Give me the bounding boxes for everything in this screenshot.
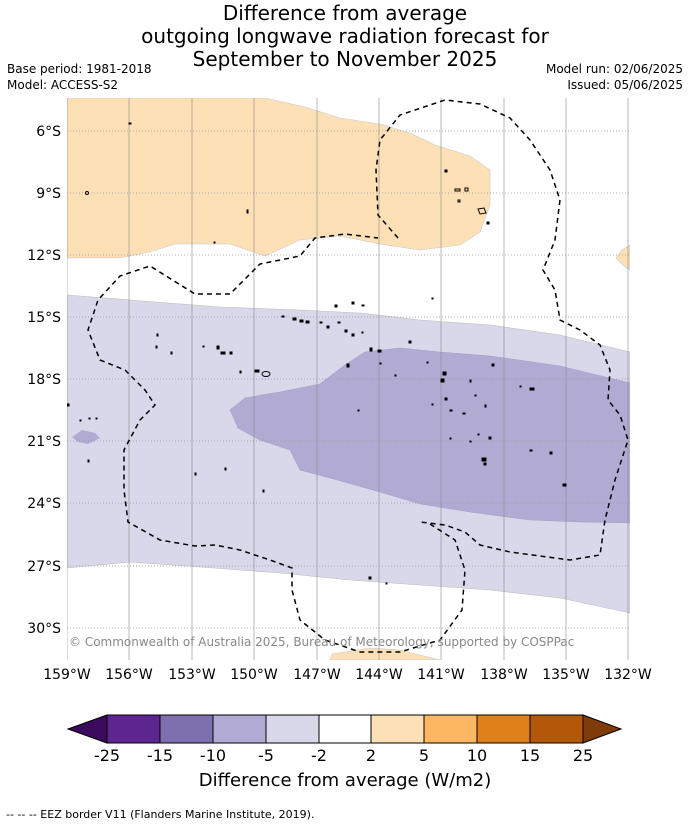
issued-date: Issued: 05/06/2025	[567, 78, 683, 92]
lon-label: 135°W	[542, 667, 590, 683]
colorbar-tick: -25	[93, 746, 121, 765]
islands	[67, 122, 567, 585]
lon-label: 132°W	[604, 667, 652, 683]
lat-label: 12°S	[27, 248, 61, 264]
colorbar-segment	[370, 714, 425, 744]
colorbar-tick: -2	[311, 746, 327, 765]
model-name: Model: ACCESS-S2	[7, 78, 119, 92]
colorbar-tick: 2	[365, 746, 377, 765]
colorbar-tick: 15	[519, 746, 541, 765]
colorbar-tick: 5	[418, 746, 430, 765]
colorbar-tick: -10	[199, 746, 227, 765]
colorbar-segment	[106, 714, 161, 744]
positive-anomaly-south	[329, 647, 441, 660]
positive-anomaly-north	[67, 98, 491, 259]
lon-label: 141°W	[417, 667, 465, 683]
lon-label: 156°W	[105, 667, 153, 683]
lon-label: 153°W	[168, 667, 216, 683]
colorbar-segment	[476, 714, 531, 744]
colorbar-tick: 10	[466, 746, 488, 765]
graticule	[67, 130, 630, 629]
title-line-1: Difference from average	[222, 1, 468, 25]
title-line-3: September to November 2025	[192, 47, 498, 71]
colorbar-segment	[159, 714, 214, 744]
lon-label: 150°W	[230, 667, 278, 683]
lon-label: 147°W	[293, 667, 341, 683]
colorbar-segment	[529, 714, 584, 744]
eez-borders	[87, 99, 629, 653]
colorbar-title: Difference from average (W/m2)	[198, 770, 492, 791]
copyright-notice: © Commonwealth of Australia 2025, Bureau…	[69, 635, 574, 649]
lat-label: 18°S	[27, 372, 61, 388]
negative-anomaly-patch	[72, 430, 100, 444]
lat-label: 15°S	[27, 310, 61, 326]
model-run-date: Model run: 02/06/2025	[545, 62, 683, 76]
lat-label: 27°S	[27, 559, 61, 575]
colorbar-segment	[318, 714, 372, 744]
lon-label: 144°W	[355, 667, 403, 683]
meridians	[67, 98, 629, 660]
colorbar-segment	[212, 714, 267, 744]
lon-label: 159°W	[43, 667, 91, 683]
colorbar	[66, 714, 623, 744]
colorbar-tick: -5	[258, 746, 274, 765]
lat-label: 24°S	[27, 496, 61, 512]
lat-label: 30°S	[27, 621, 61, 637]
colorbar-segment	[265, 714, 320, 744]
colorbar-segment	[423, 714, 478, 744]
negative-anomaly-moderate	[229, 347, 630, 524]
lat-label: 9°S	[36, 186, 61, 202]
colorbar-tick: 25	[572, 746, 594, 765]
positive-anomaly-east	[615, 244, 630, 271]
base-period: Base period: 1981-2018	[7, 62, 152, 76]
eez-legend: -- -- -- EEZ border V11 (Flanders Marine…	[6, 808, 315, 821]
lat-label: 6°S	[36, 124, 61, 140]
colorbar-max-triangle	[582, 714, 623, 744]
colorbar-min-triangle	[66, 714, 108, 744]
colorbar-tick: -15	[146, 746, 174, 765]
lat-label: 21°S	[27, 434, 61, 450]
title-line-2: outgoing longwave radiation forecast for	[141, 24, 549, 48]
lon-label: 138°W	[480, 667, 528, 683]
